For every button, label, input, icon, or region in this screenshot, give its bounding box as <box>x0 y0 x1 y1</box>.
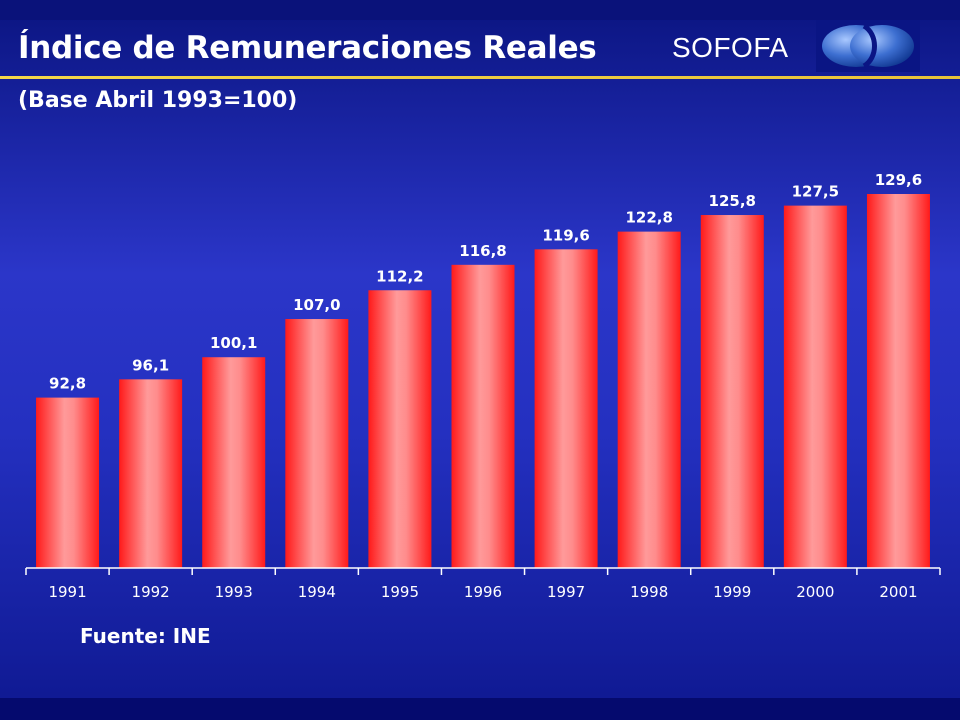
bottom-band <box>0 698 960 720</box>
x-tick-label-1992: 1992 <box>132 583 170 601</box>
brand-name: SOFOFA <box>672 32 789 63</box>
value-labels-group: 92,8 96,1 100,1 107,0 112,2 116,8 119,6 122,8 12… <box>49 171 922 393</box>
title-underline <box>0 76 960 79</box>
value-label-1999: 125,8 <box>709 192 756 210</box>
x-tick-label-1996: 1996 <box>464 583 502 601</box>
bar-1996 <box>451 264 515 568</box>
x-tick-label-1994: 1994 <box>298 583 336 601</box>
x-tick-label-2001: 2001 <box>879 583 917 601</box>
bar-1995 <box>368 290 432 568</box>
bar-1997 <box>534 249 598 568</box>
bar-1991 <box>36 397 100 568</box>
x-axis: 1991 1992 1993 1994 1995 1996 1997 1998 1999 2000… <box>25 567 941 601</box>
value-label-1996: 116,8 <box>459 242 506 260</box>
x-tick-label-1998: 1998 <box>630 583 668 601</box>
x-tick-label-1997: 1997 <box>547 583 585 601</box>
sofofa-logo <box>816 20 920 72</box>
page-subtitle: (Base Abril 1993=100) <box>18 88 298 113</box>
bar-1998 <box>617 231 681 568</box>
value-label-2001: 129,6 <box>875 171 922 189</box>
top-band <box>0 0 960 20</box>
bar-1999 <box>700 215 764 568</box>
bars-group <box>36 194 930 568</box>
x-tick-label-1995: 1995 <box>381 583 419 601</box>
x-tick-label-1999: 1999 <box>713 583 751 601</box>
x-tick-label-1991: 1991 <box>48 583 86 601</box>
value-label-1995: 112,2 <box>376 267 423 285</box>
bar-1994 <box>285 319 349 568</box>
bar-1992 <box>119 379 183 568</box>
bar-2001 <box>866 194 930 568</box>
value-label-1993: 100,1 <box>210 334 257 352</box>
value-label-1992: 96,1 <box>132 356 169 374</box>
value-label-1991: 92,8 <box>49 375 86 393</box>
sofofa-logo-icon <box>822 23 914 69</box>
value-label-2000: 127,5 <box>792 183 839 201</box>
x-tick-label-2000: 2000 <box>796 583 834 601</box>
bar-2000 <box>783 205 847 568</box>
source-note: Fuente: INE <box>80 624 211 648</box>
page-title: Índice de Remuneraciones Reales <box>18 30 597 66</box>
value-label-1998: 122,8 <box>625 209 672 227</box>
value-label-1997: 119,6 <box>542 226 589 244</box>
value-label-1994: 107,0 <box>293 296 340 314</box>
x-tick-label-1993: 1993 <box>215 583 253 601</box>
bar-1993 <box>202 357 266 568</box>
